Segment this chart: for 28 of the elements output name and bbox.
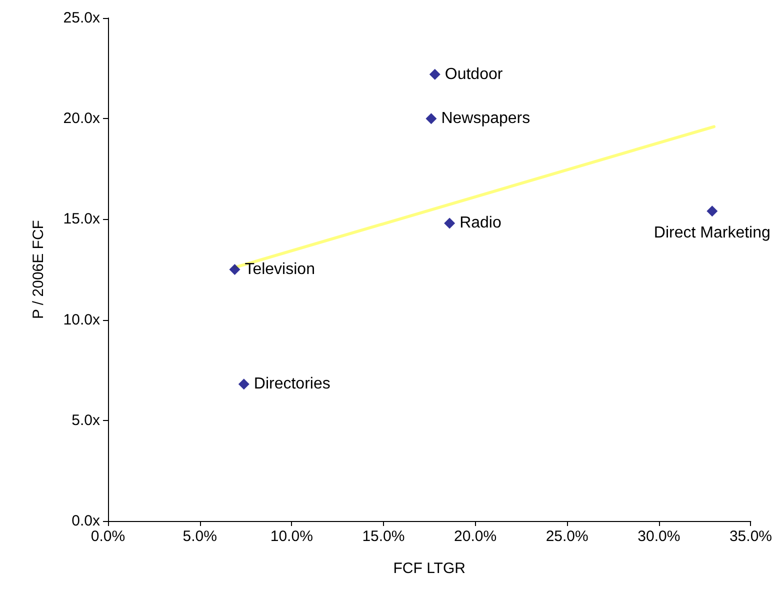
annotation: Direct Marketing (654, 224, 770, 242)
x-tick-label: 15.0% (362, 528, 405, 545)
point (238, 378, 250, 390)
x-tick-label: 10.0% (270, 528, 313, 545)
x-tick-label: 30.0% (638, 528, 680, 545)
y-tick-label: 0.0x (72, 512, 100, 530)
x-tick-label: 5.0% (182, 528, 217, 545)
annotation: Directories (254, 376, 330, 393)
y-tick-label: 5.0x (72, 412, 100, 429)
x-tick-label: 20.0% (454, 528, 497, 545)
point (429, 68, 440, 80)
y-tick-label: 15.0x (63, 210, 100, 228)
annotation: Radio (460, 214, 502, 232)
point (444, 218, 456, 229)
annotation: Newspapers (441, 110, 530, 128)
point (426, 113, 437, 124)
y-tick-label: 20.0x (63, 110, 100, 128)
x-tick-label: 0.0% (90, 528, 126, 545)
x-tick-label: 35.0% (729, 528, 772, 545)
y-axis-title: P / 2006E FCF (30, 220, 47, 319)
y-tick-label: 10.0x (63, 311, 100, 328)
annotation: Outdoor (444, 66, 504, 83)
x-tick-label: 25.0% (546, 528, 588, 545)
point (229, 264, 240, 275)
point (706, 206, 718, 217)
y-tick-label: 25.0x (63, 10, 100, 26)
x-axis-title: FCF LTGR (393, 560, 466, 577)
annotation: Television (244, 261, 315, 278)
